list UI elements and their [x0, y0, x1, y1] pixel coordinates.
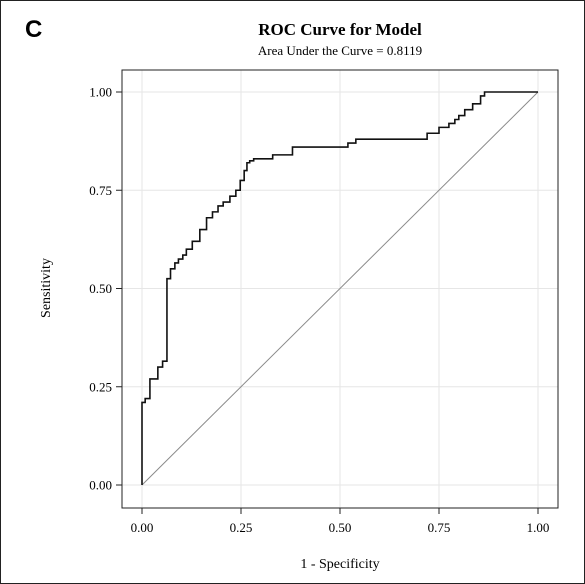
x-tick-label: 0.00 — [131, 520, 154, 535]
reference-diagonal-line — [141, 91, 539, 486]
y-tick-label: 0.50 — [89, 281, 112, 296]
x-tick-label: 1.00 — [527, 520, 550, 535]
chart-subtitle: Area Under the Curve = 0.8119 — [258, 43, 422, 58]
panel-label: C — [25, 16, 43, 43]
y-tick-label: 0.25 — [89, 379, 112, 394]
y-tick-label: 1.00 — [89, 85, 112, 100]
chart-title: ROC Curve for Model — [258, 20, 422, 39]
x-axis-label: 1 - Specificity — [300, 557, 379, 572]
x-tick-label: 0.50 — [329, 520, 352, 535]
y-axis-label: Sensitivity — [39, 258, 54, 318]
roc-curve-line — [141, 91, 538, 485]
x-tick-label: 0.25 — [230, 520, 253, 535]
y-tick-label: 0.00 — [89, 478, 112, 493]
x-axis-ticks: 0.00 0.25 0.50 0.75 1.00 — [131, 508, 550, 535]
y-axis-ticks: 0.00 0.25 0.50 0.75 1.00 — [89, 85, 122, 493]
y-tick-label: 0.75 — [89, 183, 112, 198]
x-tick-label: 0.75 — [428, 520, 451, 535]
